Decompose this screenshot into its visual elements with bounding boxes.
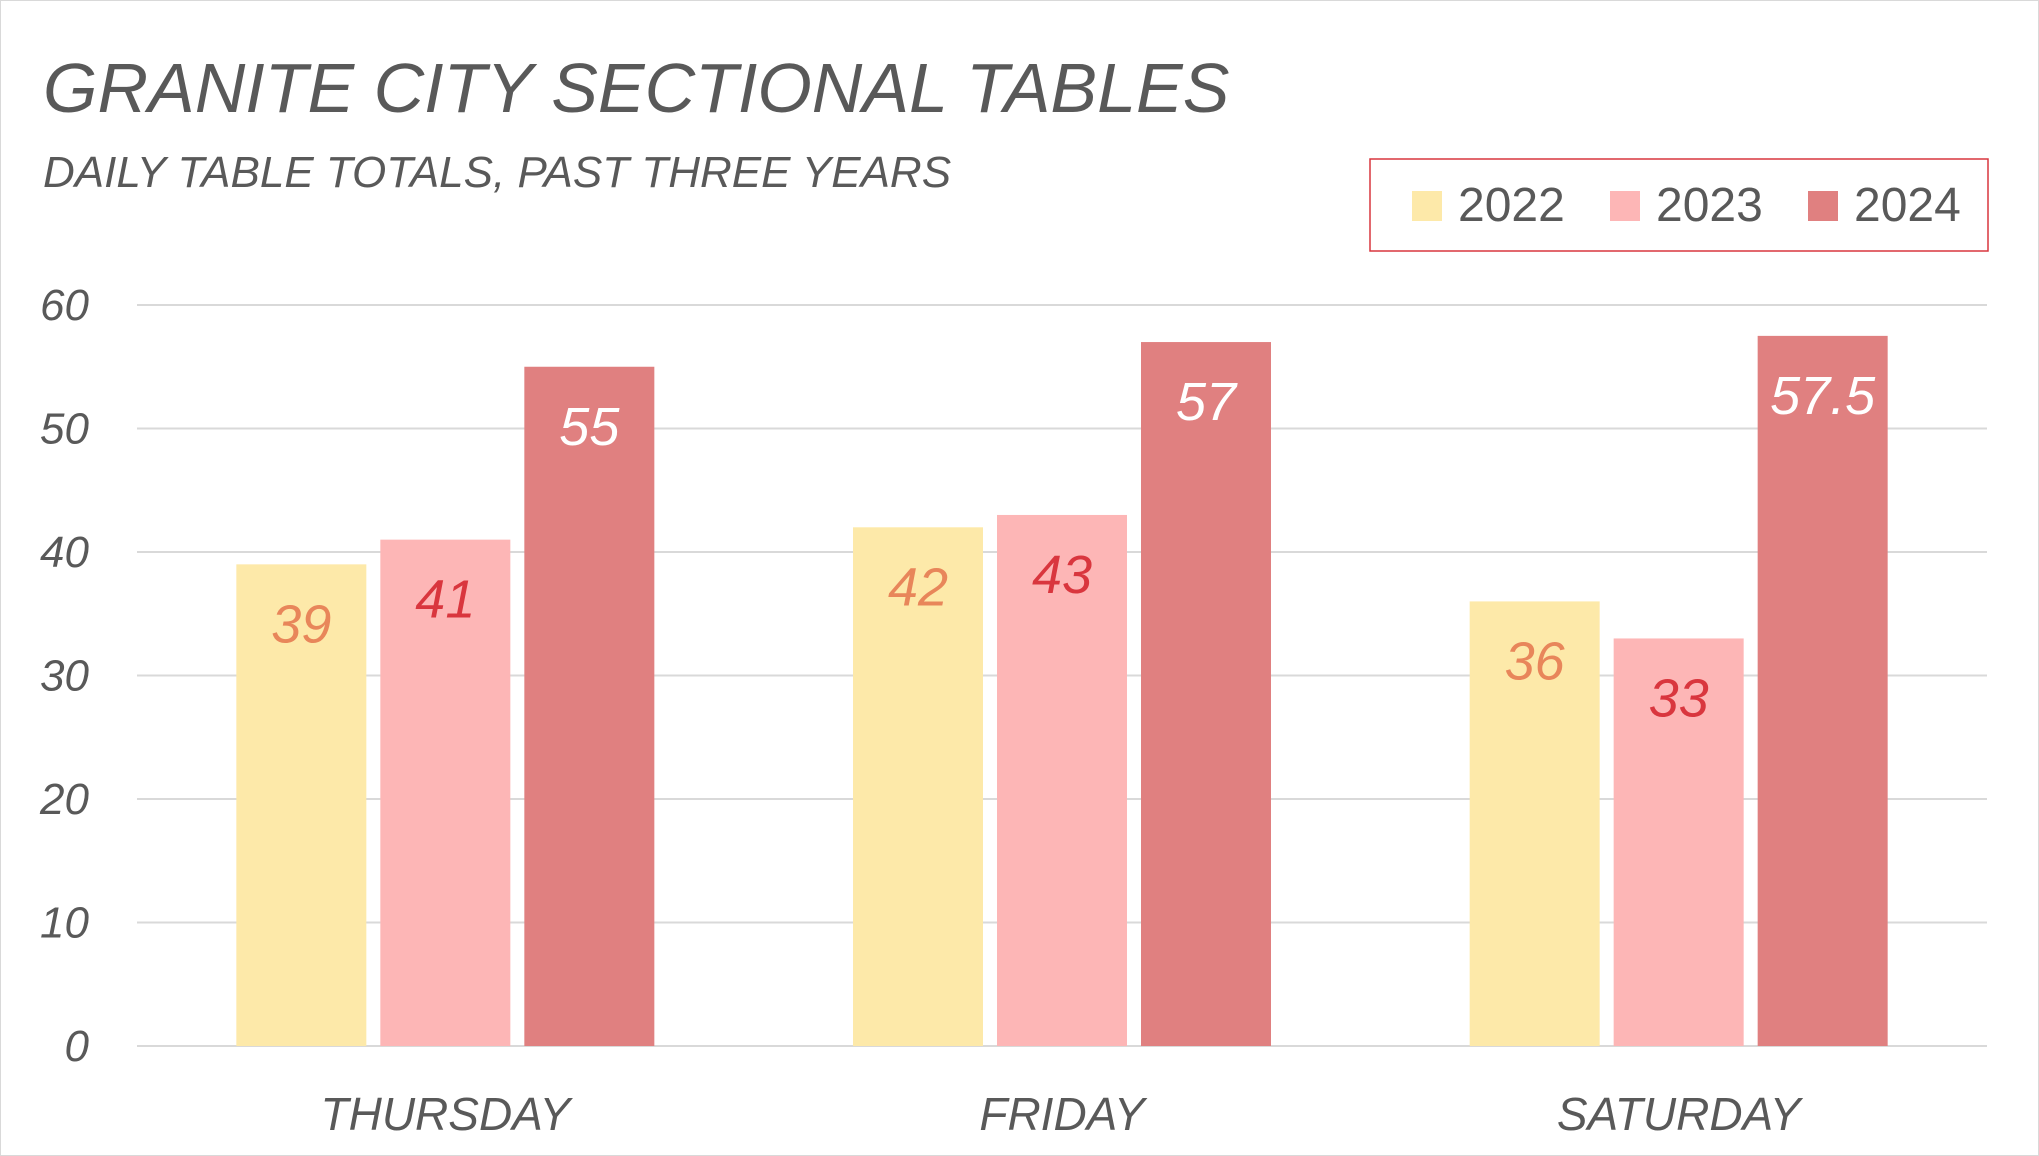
data-label-2022-friday: 42	[888, 557, 948, 617]
bar-2024-thursday	[524, 366, 655, 1046]
chart-title: GRANITE CITY SECTIONAL TABLES	[43, 49, 1229, 127]
data-label-2024-friday: 57	[1176, 372, 1238, 432]
bar-2023-saturday	[1613, 638, 1744, 1046]
data-labels: 39 41 55 42 43 57 36 33 57.5	[271, 366, 1876, 729]
data-label-2022-thursday: 39	[271, 594, 331, 654]
legend-label-2024: 2024	[1854, 179, 1961, 232]
x-axis-categories: THURSDAY FRIDAY SATURDAY	[321, 1088, 1804, 1140]
y-axis-ticks: 0 10 20 30 40 50 60	[39, 281, 89, 1071]
legend: 2022 2023 2024	[1369, 158, 1989, 252]
y-tick-label: 10	[40, 899, 89, 948]
bar-2024-friday	[1141, 342, 1271, 1046]
data-label-2023-thursday: 41	[415, 570, 475, 630]
data-label-2024-saturday: 57.5	[1770, 366, 1876, 426]
y-tick-label: 60	[40, 281, 89, 330]
bar-2023-friday	[997, 514, 1127, 1046]
legend-swatch-2023	[1610, 191, 1640, 221]
category-label-thursday: THURSDAY	[321, 1088, 574, 1140]
data-label-2022-saturday: 36	[1505, 631, 1566, 691]
data-label-2024-thursday: 55	[559, 397, 620, 457]
data-label-2023-saturday: 33	[1649, 668, 1709, 728]
bar-2023-thursday	[380, 539, 511, 1046]
legend-swatch-2024	[1808, 191, 1838, 221]
chart-subtitle: DAILY TABLE TOTALS, PAST THREE YEARS	[43, 148, 951, 197]
category-label-saturday: SATURDAY	[1557, 1088, 1804, 1140]
bar-2022-thursday	[236, 564, 367, 1046]
category-label-friday: FRIDAY	[979, 1088, 1148, 1140]
data-label-2023-friday: 43	[1032, 545, 1092, 605]
y-tick-label: 0	[65, 1022, 90, 1071]
bar-2024-saturday	[1757, 335, 1888, 1046]
legend-box	[1369, 158, 1989, 252]
y-tick-label: 50	[40, 405, 89, 454]
bars	[236, 335, 1888, 1046]
y-tick-label: 40	[40, 528, 89, 577]
legend-label-2023: 2023	[1656, 179, 1763, 232]
bar-2022-friday	[853, 527, 983, 1046]
bar-2022-saturday	[1469, 601, 1600, 1046]
legend-swatch-2022	[1412, 191, 1442, 221]
y-tick-label: 30	[40, 652, 89, 701]
legend-label-2022: 2022	[1458, 179, 1565, 232]
y-tick-label: 20	[39, 775, 89, 824]
